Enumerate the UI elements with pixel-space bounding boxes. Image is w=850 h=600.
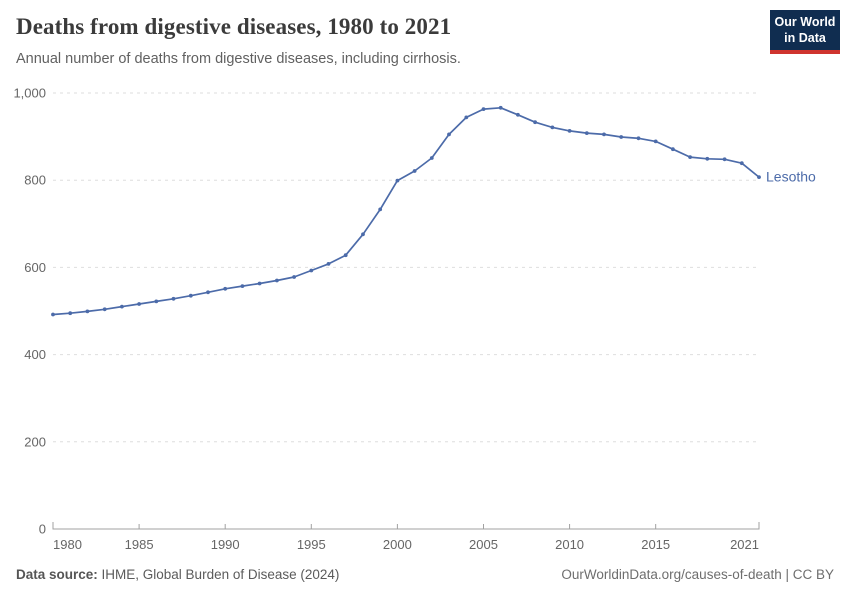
data-point-lesotho-1984[interactable] [120,304,124,309]
x-axis-tick-label-1990: 1990 [211,537,240,552]
y-axis-tick-label-1000: 1,000 [13,86,46,101]
x-axis-line [52,522,760,530]
data-point-lesotho-2005[interactable] [481,107,486,111]
credit-link[interactable]: OurWorldinData.org/causes-of-death | CC … [561,567,834,582]
data-point-lesotho-2017[interactable] [688,155,692,160]
data-point-lesotho-1998[interactable] [361,232,365,237]
data-point-lesotho-1986[interactable] [154,299,159,304]
chart-subtitle: Annual number of deaths from digestive d… [16,51,461,67]
owid-logo-line1: Our World [774,15,836,29]
data-point-lesotho-2018[interactable] [705,156,710,161]
x-axis-tick-label-1980: 1980 [53,537,82,552]
data-point-lesotho-1987[interactable] [171,296,176,301]
chart-title: Deaths from digestive diseases, 1980 to … [16,14,452,39]
data-point-lesotho-2011[interactable] [584,131,589,136]
x-axis-tick-label-1995: 1995 [297,537,326,552]
data-point-lesotho-1995[interactable] [309,268,314,273]
data-point-lesotho-2010[interactable] [567,129,572,133]
data-point-lesotho-1990[interactable] [223,286,228,291]
x-axis-tick-label-1985: 1985 [125,537,154,552]
data-point-lesotho-2000[interactable] [395,178,400,183]
y-axis-tick-label-200: 200 [24,434,46,449]
y-axis-tick-label-0: 0 [39,522,46,537]
data-point-lesotho-2021[interactable] [757,175,761,180]
data-point-lesotho-2014[interactable] [636,136,641,141]
data-point-lesotho-2006[interactable] [498,105,503,110]
y-axis-tick-label-800: 800 [24,173,46,188]
x-axis-tick-label-2015: 2015 [641,537,670,552]
series-line-lesotho[interactable] [52,106,760,316]
data-point-lesotho-2002[interactable] [429,156,434,160]
data-point-lesotho-1991[interactable] [240,284,245,288]
data-point-lesotho-2019[interactable] [722,157,727,162]
series-end-label-lesotho[interactable]: Lesotho [766,169,816,185]
data-point-lesotho-1988[interactable] [188,293,193,298]
data-point-lesotho-1993[interactable] [275,278,279,283]
data-source-text: IHME, Global Burden of Disease (2024) [97,567,340,582]
x-axis-tick-label-2000: 2000 [383,537,412,552]
y-axis-tick-label-400: 400 [24,347,46,362]
data-point-lesotho-2013[interactable] [619,135,624,139]
data-point-lesotho-1981[interactable] [68,311,73,316]
data-point-lesotho-2015[interactable] [653,139,658,144]
data-point-lesotho-1996[interactable] [326,262,331,266]
data-point-lesotho-2008[interactable] [533,120,537,125]
data-point-lesotho-1983[interactable] [102,307,107,312]
data-point-lesotho-1982[interactable] [85,309,90,314]
data-point-lesotho-2016[interactable] [671,147,675,152]
data-point-lesotho-2007[interactable] [516,112,520,117]
data-point-lesotho-2020[interactable] [739,161,744,166]
data-point-lesotho-1994[interactable] [292,275,296,279]
x-axis-tick-label-2005: 2005 [469,537,498,552]
data-source-label: Data source: [16,567,98,582]
data-point-lesotho-1992[interactable] [257,281,262,286]
owid-logo-line2: in Data [784,31,826,45]
data-point-lesotho-2009[interactable] [550,125,555,130]
data-source: Data source: IHME, Global Burden of Dise… [16,567,339,582]
data-point-lesotho-1980[interactable] [51,312,55,317]
data-point-lesotho-2012[interactable] [602,132,606,137]
y-axis-tick-label-600: 600 [24,260,46,275]
data-point-lesotho-1997[interactable] [343,253,348,258]
chart-footer: Data source: IHME, Global Burden of Dise… [16,567,834,582]
owid-logo[interactable]: Our World in Data [770,10,840,54]
data-point-lesotho-2001[interactable] [412,169,417,173]
data-point-lesotho-1989[interactable] [206,290,210,295]
data-point-lesotho-2003[interactable] [447,132,451,137]
data-point-lesotho-1999[interactable] [378,207,383,212]
x-axis-tick-label-2021: 2021 [730,537,759,552]
x-axis-tick-label-2010: 2010 [555,537,584,552]
data-point-lesotho-1985[interactable] [137,302,142,306]
data-point-lesotho-2004[interactable] [464,115,469,120]
